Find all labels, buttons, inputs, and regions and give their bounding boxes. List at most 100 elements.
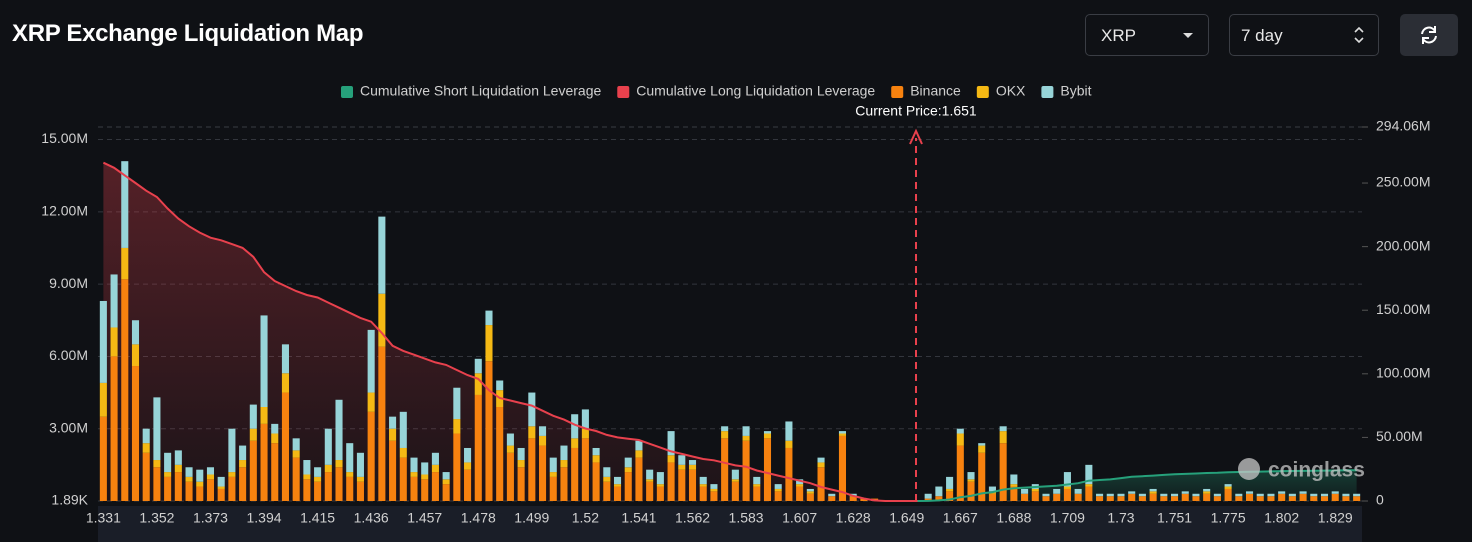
refresh-button[interactable] bbox=[1400, 14, 1458, 56]
bar-segment bbox=[324, 428, 332, 465]
y-tick-label: 9.00M bbox=[49, 275, 88, 291]
bar-segment bbox=[292, 438, 300, 451]
bar-segment bbox=[763, 431, 772, 434]
bar-segment bbox=[1353, 496, 1361, 501]
bar-segment bbox=[667, 431, 675, 456]
bar-segment bbox=[1149, 488, 1157, 492]
bar-segment bbox=[174, 450, 182, 465]
bar-segment bbox=[806, 491, 814, 494]
bar-segment bbox=[1331, 491, 1339, 494]
bar-segment bbox=[1063, 488, 1071, 501]
bar-segment bbox=[1160, 496, 1168, 501]
bar-segment bbox=[1074, 493, 1082, 501]
bar-segment bbox=[474, 358, 482, 374]
zoom-strip[interactable] bbox=[98, 506, 1362, 542]
bar-segment bbox=[624, 457, 632, 468]
bar-segment bbox=[1224, 486, 1232, 489]
coin-select[interactable]: XRP bbox=[1085, 14, 1209, 56]
bar-segment bbox=[549, 457, 557, 473]
bar-segment bbox=[421, 474, 429, 480]
bar-segment bbox=[314, 476, 322, 482]
bar-segment bbox=[1117, 496, 1125, 501]
bar-segment bbox=[1320, 496, 1329, 501]
bar-segment bbox=[838, 431, 847, 434]
bar-segment bbox=[1256, 493, 1264, 497]
bar-segment bbox=[367, 392, 375, 412]
bar-segment bbox=[314, 467, 322, 477]
bar-segment bbox=[1021, 493, 1029, 501]
bar-segment bbox=[506, 452, 514, 501]
bar-segment bbox=[699, 484, 707, 487]
bar-segment bbox=[1171, 496, 1179, 501]
bar-segment bbox=[1342, 493, 1350, 497]
bar-segment bbox=[421, 479, 429, 501]
bar-segment bbox=[1085, 486, 1093, 501]
bar-segment bbox=[1299, 493, 1307, 501]
bar-segment bbox=[656, 486, 664, 501]
bar-segment bbox=[99, 300, 107, 383]
x-tick-label: 1.607 bbox=[782, 510, 817, 526]
bar-segment bbox=[292, 457, 300, 501]
bar-segment bbox=[249, 440, 257, 501]
bar-segment bbox=[1203, 491, 1211, 494]
bar-segment bbox=[1310, 496, 1318, 501]
bar-segment bbox=[774, 484, 782, 489]
bar-segment bbox=[721, 431, 729, 439]
bar-segment bbox=[389, 440, 397, 501]
bar-segment bbox=[624, 472, 632, 501]
bar-segment bbox=[613, 484, 622, 487]
bar-segment bbox=[667, 455, 675, 463]
bar-segment bbox=[838, 433, 847, 436]
bar-segment bbox=[346, 443, 354, 473]
bar-segment bbox=[742, 435, 750, 441]
bar-segment bbox=[774, 488, 782, 492]
y2-tick-label: 0 bbox=[1376, 492, 1384, 508]
x-tick-label: 1.667 bbox=[943, 510, 978, 526]
bar-segment bbox=[142, 428, 150, 444]
bar-segment bbox=[710, 488, 718, 492]
bar-segment bbox=[239, 467, 247, 501]
y-tick-label: 3.00M bbox=[49, 419, 88, 435]
bar-segment bbox=[1331, 493, 1339, 501]
x-tick-label: 1.73 bbox=[1107, 510, 1134, 526]
bar-segment bbox=[967, 481, 975, 501]
bar-segment bbox=[517, 467, 525, 501]
y-tick-label: 15.00M bbox=[41, 130, 88, 146]
x-tick-label: 1.436 bbox=[354, 510, 389, 526]
bar-segment bbox=[742, 440, 750, 501]
bar-segment bbox=[763, 433, 772, 439]
bar-segment bbox=[539, 426, 547, 436]
bar-segment bbox=[1160, 493, 1168, 497]
bar-segment bbox=[635, 440, 643, 451]
bar-segment bbox=[1149, 491, 1157, 494]
bar-segment bbox=[410, 472, 418, 477]
bar-segment bbox=[603, 467, 611, 477]
bar-segment bbox=[1063, 472, 1071, 487]
bar-segment bbox=[185, 476, 193, 482]
bar-segment bbox=[1117, 493, 1125, 497]
bar-segment bbox=[228, 476, 236, 501]
bar-segment bbox=[1235, 493, 1243, 497]
bar-segment bbox=[431, 452, 439, 465]
bar-segment bbox=[656, 484, 664, 487]
bar-segment bbox=[196, 481, 204, 487]
bar-segment bbox=[99, 382, 107, 417]
bar-segment bbox=[121, 279, 129, 501]
period-select[interactable]: 7 day bbox=[1229, 14, 1379, 56]
y2-tick-label: 294.06M bbox=[1376, 118, 1430, 134]
bar-segment bbox=[785, 440, 793, 448]
bar-segment bbox=[1031, 491, 1039, 501]
bar-segment bbox=[710, 484, 718, 489]
bar-segment bbox=[935, 496, 943, 501]
bar-segment bbox=[367, 411, 375, 501]
bar-segment bbox=[806, 493, 814, 501]
x-tick-label: 1.775 bbox=[1211, 510, 1246, 526]
y2-tick-label: 200.00M bbox=[1376, 237, 1430, 253]
period-select-value: 7 day bbox=[1241, 26, 1283, 45]
bar-segment bbox=[721, 438, 729, 501]
bar-segment bbox=[217, 488, 225, 501]
bar-segment bbox=[624, 467, 632, 473]
page-title: XRP Exchange Liquidation Map bbox=[12, 20, 364, 47]
bar-segment bbox=[260, 423, 268, 501]
